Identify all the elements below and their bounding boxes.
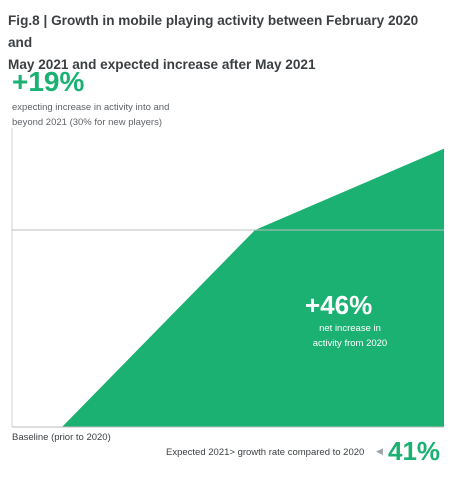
- chart-title: Fig.8 | Growth in mobile playing activit…: [8, 10, 438, 76]
- growth-area: [12, 148, 444, 427]
- growth-rate-label: Expected 2021> growth rate compared to 2…: [166, 447, 365, 458]
- net-increase-caption-line2: activity from 2020: [312, 338, 388, 349]
- baseline-label: Baseline (prior to 2020): [12, 432, 111, 443]
- expected-increase-caption-line2: beyond 2021 (30% for new players): [12, 117, 162, 128]
- left-triangle-icon: ◀: [376, 446, 383, 456]
- net-increase-caption: net increase in activity from 2020: [300, 321, 400, 351]
- expected-increase-caption-line1: expecting increase in activity into and: [12, 102, 170, 113]
- chart-title-line1: Fig.8 | Growth in mobile playing activit…: [8, 13, 419, 50]
- growth-rate-value: 41%: [388, 436, 441, 466]
- net-increase-caption-line1: net increase in: [319, 323, 381, 334]
- chart-title-line2: May 2021 and expected increase after May…: [8, 57, 316, 72]
- net-increase-value: +46%: [305, 290, 373, 320]
- expected-increase-value: +19%: [12, 66, 85, 97]
- expected-increase-caption: expecting increase in activity into and …: [12, 100, 212, 130]
